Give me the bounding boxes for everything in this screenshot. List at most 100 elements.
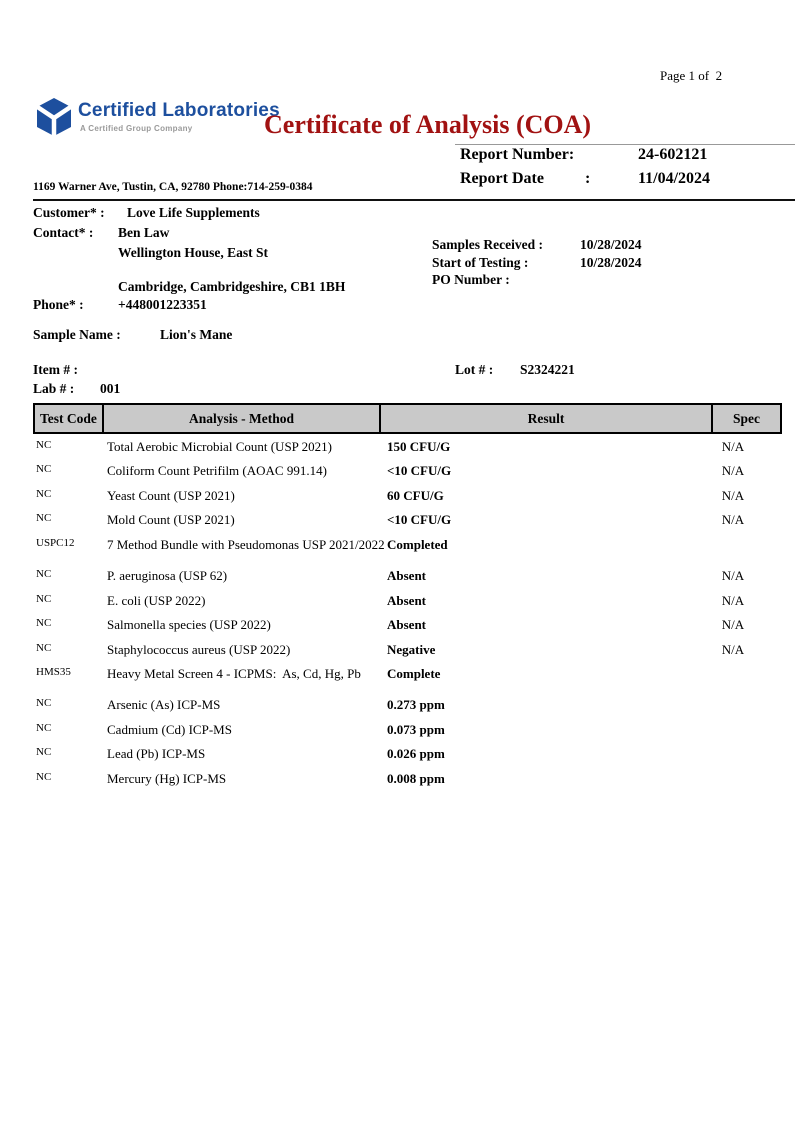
- cell-analysis-method: Mercury (Hg) ICP-MS: [107, 770, 227, 786]
- cell-analysis-method: 7 Method Bundle with Pseudomonas USP 202…: [107, 536, 385, 552]
- cell-spec: N/A: [721, 512, 745, 528]
- cell-analysis-method: Coliform Count Petrifilm (AOAC 991.14): [107, 463, 327, 479]
- cell-test-code: NC: [36, 770, 52, 783]
- table-row: NC Arsenic (As) ICP-MS 0.273 ppm: [33, 697, 782, 721]
- header-result: Result: [381, 405, 713, 432]
- cell-test-code: NC: [36, 512, 52, 525]
- report-date-label: Report Date: [460, 170, 544, 187]
- cell-result: Complete: [387, 665, 441, 681]
- customer-name: Love Life Supplements: [127, 205, 260, 220]
- cell-analysis-method: P. aeruginosa (USP 62): [107, 568, 228, 584]
- cube-logo-icon: [34, 98, 74, 137]
- brand-name: Certified Laboratories: [78, 100, 280, 121]
- phone-label: Phone* :: [33, 297, 84, 312]
- cell-test-code: USPC12: [36, 536, 75, 549]
- cell-test-code: NC: [36, 746, 52, 759]
- header-test-code: Test Code: [35, 405, 104, 432]
- contact-label: Contact* :: [33, 225, 94, 240]
- header-analysis-method: Analysis - Method: [104, 405, 381, 432]
- table-row: NC Mold Count (USP 2021) <10 CFU/G N/A: [33, 512, 782, 536]
- customer-label: Customer* :: [33, 205, 105, 220]
- sample-name-label: Sample Name :: [33, 327, 121, 342]
- cell-analysis-method: Arsenic (As) ICP-MS: [107, 697, 221, 713]
- report-number-value: 24-602121: [638, 146, 708, 163]
- table-row: NC Mercury (Hg) ICP-MS 0.008 ppm: [33, 771, 782, 795]
- results-table-header: Test Code Analysis - Method Result Spec: [33, 403, 782, 434]
- cell-test-code: NC: [36, 568, 52, 581]
- cell-result: 0.073 ppm: [387, 721, 445, 737]
- table-row: NC Lead (Pb) ICP-MS 0.026 ppm: [33, 746, 782, 770]
- cell-result: <10 CFU/G: [387, 463, 452, 479]
- table-row: NC E. coli (USP 2022) Absent N/A: [33, 593, 782, 617]
- cell-analysis-method: E. coli (USP 2022): [107, 592, 206, 608]
- customer-address-line2: Cambridge, Cambridgeshire, CB1 1BH: [118, 279, 346, 294]
- table-row: NC Cadmium (Cd) ICP-MS 0.073 ppm: [33, 722, 782, 746]
- cell-test-code: NC: [36, 617, 52, 630]
- lab-address: 1169 Warner Ave, Tustin, CA, 92780 Phone…: [33, 181, 313, 193]
- table-row: HMS35 Heavy Metal Screen 4 - ICPMS: As, C…: [33, 666, 782, 690]
- samples-received-label: Samples Received :: [432, 237, 543, 252]
- phone-value: +448001223351: [118, 297, 207, 312]
- page-number: Page 1 of 2: [660, 68, 723, 83]
- cell-analysis-method: Yeast Count (USP 2021): [107, 487, 235, 503]
- table-row: NC Salmonella species (USP 2022) Absent N/A: [33, 617, 782, 641]
- lot-number-value: S2324221: [520, 362, 575, 377]
- lab-number-label: Lab # :: [33, 381, 75, 396]
- cell-spec: N/A: [721, 568, 745, 584]
- cell-test-code: NC: [36, 641, 52, 654]
- cell-test-code: NC: [36, 487, 52, 500]
- table-row: NC Yeast Count (USP 2021) 60 CFU/G N/A: [33, 488, 782, 512]
- cell-result: 0.026 ppm: [387, 746, 445, 762]
- samples-received-value: 10/28/2024: [580, 237, 642, 252]
- brand-tagline: A Certified Group Company: [80, 124, 193, 133]
- cell-test-code: NC: [36, 697, 52, 710]
- start-of-testing-label: Start of Testing :: [432, 255, 529, 270]
- lot-number-label: Lot # :: [455, 362, 494, 377]
- start-of-testing-value: 10/28/2024: [580, 255, 642, 270]
- cell-test-code: NC: [36, 592, 52, 605]
- cell-test-code: HMS35: [36, 665, 71, 678]
- cell-analysis-method: Salmonella species (USP 2022): [107, 617, 271, 633]
- cell-result: 0.273 ppm: [387, 697, 445, 713]
- cell-spec: N/A: [721, 487, 745, 503]
- table-row: NC P. aeruginosa (USP 62) Absent N/A: [33, 568, 782, 592]
- cell-analysis-method: Mold Count (USP 2021): [107, 512, 235, 528]
- item-number-label: Item # :: [33, 362, 78, 377]
- cell-analysis-method: Heavy Metal Screen 4 - ICPMS: As, Cd, Hg…: [107, 665, 361, 681]
- cell-analysis-method: Total Aerobic Microbial Count (USP 2021): [107, 439, 332, 454]
- cell-spec: N/A: [721, 439, 745, 454]
- table-row: NC Total Aerobic Microbial Count (USP 202…: [33, 439, 782, 463]
- cell-test-code: NC: [36, 439, 52, 451]
- cell-result: Absent: [387, 592, 427, 608]
- cell-test-code: NC: [36, 721, 52, 734]
- po-number-label: PO Number :: [432, 272, 510, 287]
- report-divider-line: [455, 144, 795, 145]
- header-rule: [33, 199, 795, 201]
- contact-name: Ben Law: [118, 225, 170, 240]
- report-date-colon: :: [585, 170, 591, 187]
- cell-result: Completed: [387, 536, 448, 552]
- table-row: NC Staphylococcus aureus (USP 2022) Negati…: [33, 642, 782, 666]
- cell-result: 150 CFU/G: [387, 439, 451, 454]
- table-row: NC Coliform Count Petrifilm (AOAC 991.14)…: [33, 463, 782, 487]
- document-title: Certificate of Analysis (COA): [264, 110, 592, 139]
- cell-analysis-method: Cadmium (Cd) ICP-MS: [107, 721, 232, 737]
- cell-analysis-method: Lead (Pb) ICP-MS: [107, 746, 206, 762]
- report-number-label: Report Number:: [460, 146, 575, 163]
- customer-address-line1: Wellington House, East St: [118, 245, 269, 260]
- cell-spec: N/A: [721, 617, 745, 633]
- cell-result: 60 CFU/G: [387, 487, 444, 503]
- table-row: USPC12 7 Method Bundle with Pseudomonas U…: [33, 537, 782, 561]
- report-date-value: 11/04/2024: [638, 170, 711, 187]
- sample-name-value: Lion's Mane: [160, 327, 233, 342]
- cell-spec: N/A: [721, 641, 745, 657]
- cell-result: <10 CFU/G: [387, 512, 452, 528]
- cell-result: Negative: [387, 641, 436, 657]
- results-table-body: NC Total Aerobic Microbial Count (USP 202…: [33, 439, 782, 795]
- lab-number-value: 001: [100, 381, 121, 396]
- cell-analysis-method: Staphylococcus aureus (USP 2022): [107, 641, 291, 657]
- cell-spec: N/A: [721, 463, 745, 479]
- cell-test-code: NC: [36, 463, 52, 476]
- cell-result: 0.008 ppm: [387, 770, 445, 786]
